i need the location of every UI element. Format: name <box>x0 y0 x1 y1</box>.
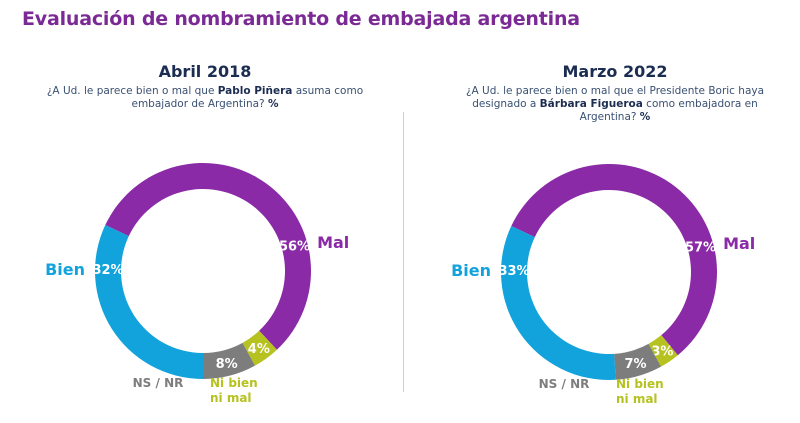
question-text: como embajadora en Argentina? <box>579 98 758 123</box>
category-label-bien: Bien <box>45 260 85 279</box>
category-label-ns-nr: NS / NR <box>539 377 590 391</box>
donut-slice-bien <box>94 225 203 379</box>
value-label-bien: 33% <box>498 264 529 279</box>
donut-slice-ni-bien-ni-mal <box>648 335 678 367</box>
question-unit: % <box>267 98 279 110</box>
donut-slice-ns-nr <box>203 342 256 379</box>
donut-slice-ns-nr <box>614 343 662 380</box>
panel-header-2022: Marzo 2022 ¿A Ud. le parece bien o mal q… <box>455 62 775 124</box>
donut-slice-mal <box>105 163 311 350</box>
panel-header-2018: Abril 2018 ¿A Ud. le parece bien o mal q… <box>40 62 370 111</box>
value-label-mal: 57% <box>685 241 716 256</box>
category-label-ni-bien-ni-mal: Ni bien <box>616 377 664 391</box>
question-text: asuma como embajador de Argentina? <box>131 85 364 110</box>
value-label-ns-nr: 8% <box>216 357 238 372</box>
question-2018: ¿A Ud. le parece bien o mal que Pablo Pi… <box>40 85 370 111</box>
question-2022: ¿A Ud. le parece bien o mal que el Presi… <box>455 85 775 124</box>
page-title: Evaluación de nombramiento de embajada a… <box>22 8 580 30</box>
value-label-mal: 56% <box>279 240 310 255</box>
question-name: Pablo Piñera <box>217 85 293 97</box>
panel-divider <box>403 112 404 392</box>
category-label-ni-bien-ni-mal: Ni bien <box>210 376 258 390</box>
value-label-bien: 32% <box>92 263 123 278</box>
category-label-ni-bien-ni-mal-line2: ni mal <box>616 392 658 406</box>
value-label-ns-nr: 7% <box>624 357 646 372</box>
value-label-ni-bien-ni-mal: 3% <box>651 345 673 360</box>
category-label-bien: Bien <box>451 261 491 280</box>
category-label-mal: Mal <box>723 234 755 253</box>
question-name: Bárbara Figueroa <box>539 98 643 110</box>
question-unit: % <box>639 111 651 123</box>
donut-slice-bien <box>501 226 616 380</box>
value-label-ni-bien-ni-mal: 4% <box>248 342 270 357</box>
category-label-mal: Mal <box>317 233 349 252</box>
panel-title-2022: Marzo 2022 <box>562 62 668 81</box>
donut-slice-ni-bien-ni-mal <box>242 330 277 366</box>
panel-title-2018: Abril 2018 <box>158 62 252 81</box>
donut-slice-mal <box>511 164 717 356</box>
question-text: ¿A Ud. le parece bien o mal que <box>46 85 218 97</box>
question-text: ¿A Ud. le parece bien o mal que el Presi… <box>465 85 765 110</box>
category-label-ns-nr: NS / NR <box>133 376 184 390</box>
category-label-ni-bien-ni-mal-line2: ni mal <box>210 391 252 405</box>
